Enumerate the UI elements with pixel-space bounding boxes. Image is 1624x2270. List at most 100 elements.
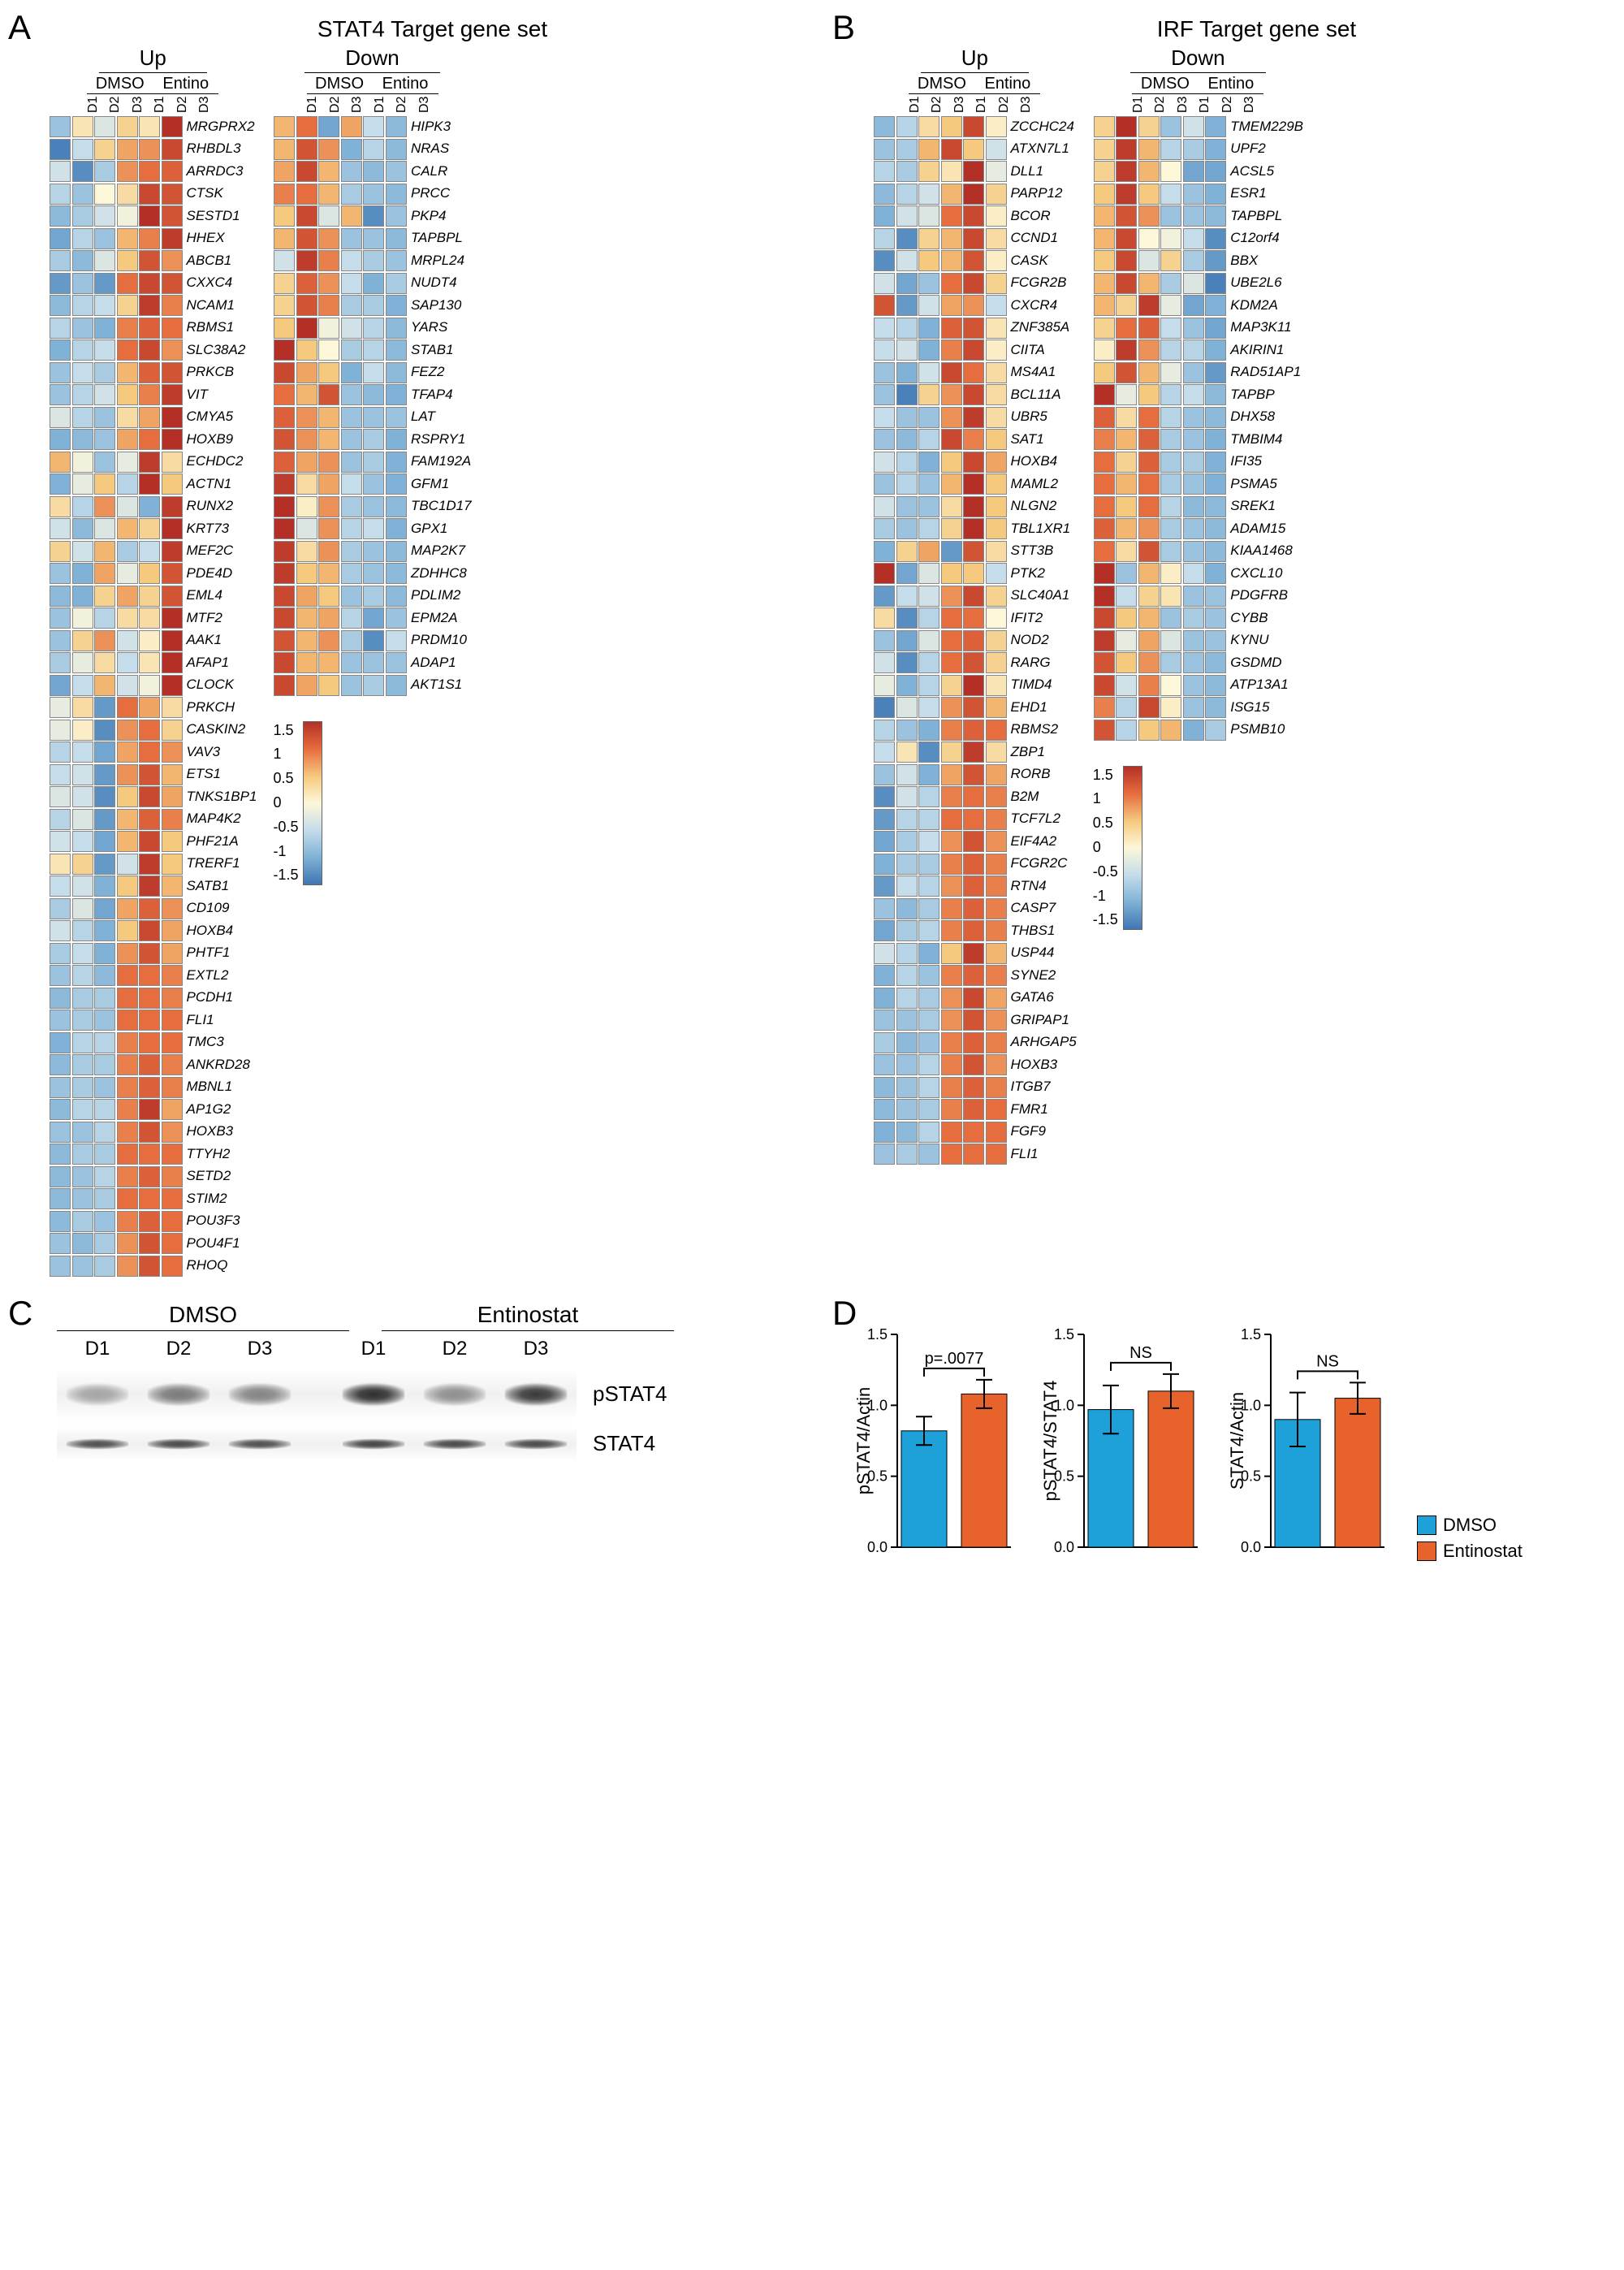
heatmap-cell — [1160, 720, 1181, 741]
heatmap-cell — [296, 607, 317, 629]
heatmap-cell — [963, 473, 984, 495]
heatmap-cell — [963, 452, 984, 473]
heatmap-cell — [918, 764, 939, 785]
heatmap-cell — [72, 429, 93, 450]
heatmap-cell — [117, 1077, 138, 1098]
heatmap-cell — [117, 965, 138, 986]
gene-label: MAP2K7 — [411, 540, 472, 563]
gene-label: PDE4D — [187, 562, 257, 585]
gene-label: TMEM229B — [1230, 115, 1303, 138]
heatmap-cell — [72, 854, 93, 875]
heatmap-cell — [386, 273, 407, 294]
heatmap-cell — [72, 452, 93, 473]
heatmap-cell — [941, 295, 962, 316]
gene-label: FCGR2B — [1011, 272, 1077, 295]
heatmap-cell — [72, 786, 93, 807]
heatmap-cell — [918, 1144, 939, 1165]
heatmap-cell — [139, 1099, 160, 1120]
heatmap-cell — [918, 809, 939, 830]
gene-label: GATA6 — [1011, 987, 1077, 1010]
heatmap-cell — [162, 1099, 183, 1120]
heatmap-cell — [94, 228, 115, 249]
heatmap-cell — [50, 250, 71, 271]
heatmap-cell — [1183, 452, 1204, 473]
heatmap-cell — [918, 720, 939, 741]
heatmap-cell — [918, 854, 939, 875]
panel-letter-b: B — [832, 8, 855, 47]
heatmap-cell — [1138, 161, 1160, 182]
heatmap-cell — [1183, 630, 1204, 651]
legend: DMSOEntinostat — [1417, 1515, 1522, 1562]
gene-label: CD109 — [187, 897, 257, 920]
heatmap-cell — [1094, 295, 1115, 316]
heatmap-cell — [341, 339, 362, 361]
heatmap-cell — [963, 184, 984, 205]
heatmap-cell — [162, 1233, 183, 1254]
gene-label: SYNE2 — [1011, 964, 1077, 987]
gene-label: RAD51AP1 — [1230, 361, 1303, 384]
heatmap-cell — [1205, 384, 1226, 405]
heatmap-cell — [963, 541, 984, 562]
heatmap-cell — [72, 630, 93, 651]
heatmap-cell — [117, 205, 138, 227]
heatmap-cell — [986, 473, 1007, 495]
heatmap-cell — [874, 854, 895, 875]
heatmap-cell — [1116, 407, 1137, 428]
heatmap-cell — [318, 607, 339, 629]
heatmap-cell — [874, 295, 895, 316]
heatmap-cell — [1138, 518, 1160, 539]
heatmap-cell — [341, 429, 362, 450]
heatmap-cell — [72, 1054, 93, 1075]
heatmap-cell — [162, 630, 183, 651]
heatmap-cell — [874, 652, 895, 673]
heatmap-cell — [874, 920, 895, 941]
gene-label: PSMA5 — [1230, 473, 1303, 495]
heatmap-cell — [72, 250, 93, 271]
heatmap-cell — [341, 563, 362, 584]
heatmap-cell — [94, 720, 115, 741]
heatmap-cell — [1205, 318, 1226, 339]
heatmap-cell — [963, 607, 984, 629]
heatmap-cell — [117, 452, 138, 473]
gene-label: CLOCK — [187, 674, 257, 697]
blot-donor-label: D3 — [219, 1338, 300, 1360]
heatmap-cell — [296, 473, 317, 495]
heatmap-cell — [986, 228, 1007, 249]
heatmap-cell — [918, 1099, 939, 1120]
gene-label: EML4 — [187, 585, 257, 607]
heatmap-cell — [918, 786, 939, 807]
heatmap-cell — [386, 161, 407, 182]
heatmap-cell — [941, 518, 962, 539]
heatmap-cell — [162, 652, 183, 673]
gene-label: GPX1 — [411, 517, 472, 540]
heatmap-cell — [1116, 720, 1137, 741]
heatmap-cell — [341, 318, 362, 339]
heatmap-cell — [162, 228, 183, 249]
heatmap-cell — [896, 831, 918, 852]
heatmap-cell — [874, 250, 895, 271]
heatmap-cell — [50, 518, 71, 539]
heatmap-cell — [918, 384, 939, 405]
heatmap-cell — [72, 496, 93, 517]
heatmap-cell — [117, 898, 138, 919]
heatmap-cell — [1160, 362, 1181, 383]
heatmap-cell — [386, 407, 407, 428]
heatmap-cell — [1183, 429, 1204, 450]
colorbar: 1.510.50-0.5-1-1.5 — [273, 721, 322, 885]
heatmap-cell — [117, 1054, 138, 1075]
heatmap-cell — [162, 1032, 183, 1053]
blot-row-label: STAT4 — [593, 1431, 655, 1456]
heatmap-cell — [162, 1211, 183, 1232]
gene-label: CTSK — [187, 183, 257, 205]
heatmap-cell — [918, 205, 939, 227]
heatmap-cell — [274, 339, 295, 361]
heatmap-cell — [117, 920, 138, 941]
heatmap-cell — [896, 541, 918, 562]
heatmap-cell — [318, 675, 339, 696]
heatmap-cell — [139, 697, 160, 718]
gene-label: TRERF1 — [187, 853, 257, 876]
heatmap-cell — [50, 988, 71, 1009]
heatmap-cell — [941, 764, 962, 785]
heatmap-cell — [139, 1256, 160, 1277]
heatmap-cell — [296, 362, 317, 383]
